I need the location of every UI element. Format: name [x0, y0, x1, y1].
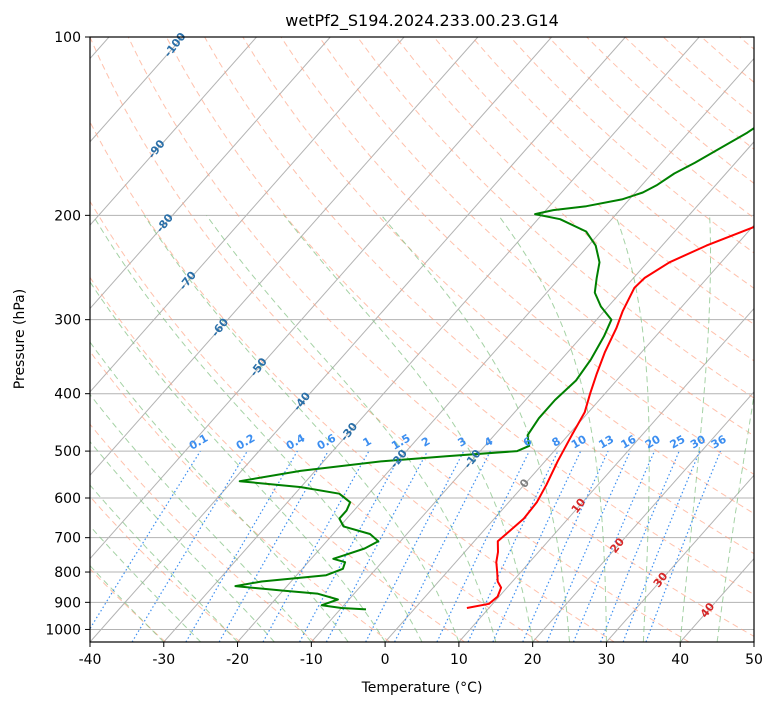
- y-tick-label: 800: [54, 565, 81, 581]
- moist-adiabat-line: [90, 484, 238, 642]
- dry-adiabat-line: [165, 37, 754, 596]
- dry-adiabat-line: [90, 37, 690, 642]
- y-tick-label: 100: [54, 30, 81, 46]
- moist-adiabat-line: [143, 215, 460, 642]
- x-tick-label: 0: [381, 652, 390, 668]
- dewpoint-profile-line: [234, 126, 754, 611]
- isotherm-line: [532, 391, 754, 642]
- isotherm-line: [90, 37, 479, 477]
- moist-adiabat-line: [92, 215, 423, 642]
- mixing-ratio-line: [622, 450, 701, 642]
- x-tick-label: 20: [524, 652, 542, 668]
- isotherm-line: [310, 141, 754, 642]
- x-tick-label: -30: [152, 652, 175, 668]
- dry-adiabat-line: [127, 37, 754, 637]
- y-tick-label: 400: [54, 387, 81, 403]
- y-axis-label: Pressure (hPa): [12, 289, 28, 389]
- isotherm-line: [606, 474, 754, 642]
- mixing-ratio-line: [394, 450, 491, 642]
- moist-adiabat-line: [90, 525, 202, 642]
- x-tick-label: 50: [745, 652, 763, 668]
- mixing-ratio-line: [325, 450, 429, 642]
- moist-adiabat-line: [206, 215, 497, 642]
- y-tick-label: 900: [54, 595, 81, 611]
- isotherm-line: [90, 37, 257, 226]
- moist-adiabat-line: [90, 440, 275, 642]
- dry-adiabat-line: [204, 37, 754, 555]
- dry-adiabat-line: [90, 423, 316, 642]
- x-tick-label: 30: [598, 652, 616, 668]
- temperature-profile-line: [466, 225, 754, 609]
- axis-ticks: -40 -30 -20 -10 0 10 20 30 40 50 100 200 300 400 500 60…: [45, 30, 763, 668]
- x-tick-label: -10: [300, 652, 323, 668]
- x-tick-label: -40: [79, 652, 102, 668]
- isotherm-line: [90, 37, 184, 143]
- isotherm-line: [90, 37, 405, 393]
- dry-adiabat-line: [90, 276, 465, 642]
- mixing-ratio-line: [572, 450, 656, 642]
- moist-adiabat-line: [283, 214, 534, 642]
- mixing-ratio-line: [645, 450, 722, 642]
- isotherm-line: [90, 37, 626, 642]
- isotherm-line: [90, 37, 553, 560]
- chart-title: wetPf2_S194.2024.233.00.23.G14: [285, 11, 559, 31]
- mixing-ratio-line: [522, 450, 609, 642]
- isotherm-line: [384, 224, 754, 642]
- moist-adiabat-line: [498, 215, 607, 642]
- x-tick-label: 40: [671, 652, 689, 668]
- mixing-ratio-line: [299, 450, 404, 642]
- background-lines: [90, 37, 754, 642]
- isotherm-line: [237, 57, 754, 642]
- x-tick-label: 10: [450, 652, 468, 668]
- dry-adiabat-line: [471, 37, 754, 289]
- moist-adiabat-line: [615, 215, 650, 642]
- dry-adiabat-line: [90, 200, 540, 642]
- mixing-ratio-line: [131, 450, 248, 642]
- moist-adiabat-line: [716, 393, 754, 642]
- moist-adiabat-line: [679, 215, 711, 642]
- isotherm-line: [90, 37, 331, 310]
- mixing-ratio-line: [546, 450, 631, 642]
- x-tick-label: -20: [226, 652, 249, 668]
- isotherm-line: [163, 37, 700, 642]
- moist-adiabat-line: [381, 214, 571, 642]
- dry-adiabat-line: [395, 37, 754, 362]
- dry-adiabat-line: [433, 37, 754, 325]
- y-tick-label: 700: [54, 531, 81, 547]
- moist-adiabat-line: [90, 281, 386, 642]
- profile-lines: [234, 126, 754, 611]
- isotherm-line: [458, 307, 754, 642]
- y-tick-label: 1000: [45, 622, 81, 638]
- mixing-ratio-line: [600, 450, 680, 642]
- y-tick-label: 600: [54, 491, 81, 507]
- y-tick-label: 200: [54, 208, 81, 224]
- moist-adiabat-line: [90, 393, 312, 642]
- mixing-ratio-line: [262, 450, 370, 642]
- dry-adiabat-line: [90, 495, 241, 642]
- x-axis-label: Temperature (°C): [361, 680, 483, 696]
- moist-adiabat-line: [90, 341, 349, 642]
- dry-adiabat-line: [90, 568, 166, 642]
- moist-adiabat-line: [90, 564, 165, 642]
- plot-frame: [89, 36, 755, 643]
- y-tick-label: 300: [54, 313, 81, 329]
- y-tick-label: 500: [54, 444, 81, 460]
